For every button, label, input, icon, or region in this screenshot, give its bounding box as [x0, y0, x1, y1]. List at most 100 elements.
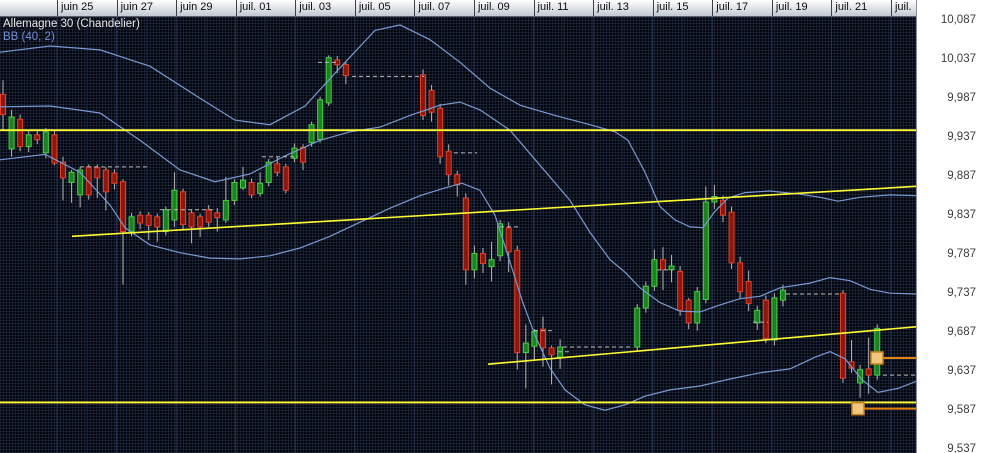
- date-tick-label: juil. 13: [597, 1, 629, 13]
- price-axis-label: 9,837: [947, 209, 976, 221]
- candle-bearish: [437, 107, 444, 158]
- candle-bearish: [197, 216, 204, 228]
- candle-bullish: [42, 131, 49, 154]
- date-tick: [176, 0, 178, 16]
- candle-bearish: [539, 328, 546, 349]
- date-tick-label: juil. 01: [239, 1, 272, 13]
- candle-bearish: [248, 181, 255, 196]
- candle-bearish: [17, 118, 24, 148]
- candle-bearish: [94, 167, 101, 179]
- date-tick: [473, 0, 475, 16]
- date-axis[interactable]: juin 25 juin 27 juin 29 juil. 01 juil. 03 jui…: [0, 0, 916, 17]
- date-tick: [652, 0, 654, 16]
- candles-group: [0, 55, 881, 398]
- candle-bullish: [317, 99, 324, 141]
- candle-bullish: [488, 259, 495, 268]
- candle-bearish: [505, 227, 512, 253]
- candle-bearish: [462, 197, 469, 271]
- candle-bearish: [728, 211, 735, 264]
- candle-bullish: [68, 171, 75, 183]
- candle-bearish: [865, 368, 872, 376]
- price-axis-label: 9,537: [947, 443, 976, 453]
- candle-bearish: [214, 212, 221, 219]
- candle-bullish: [171, 189, 178, 221]
- date-tick: [890, 0, 892, 16]
- date-tick: [57, 0, 58, 16]
- candle-bullish: [308, 124, 315, 144]
- candle-bearish: [274, 163, 281, 173]
- date-tick-label: juin 29: [180, 1, 213, 13]
- date-tick: [831, 0, 833, 16]
- candle-bullish: [754, 309, 761, 324]
- price-axis-label: 9,787: [947, 248, 976, 260]
- candle-bullish: [77, 169, 84, 196]
- order-marker[interactable]: [851, 401, 916, 416]
- candle-bearish: [659, 259, 666, 271]
- candle-bearish: [205, 209, 212, 223]
- candle-bearish: [677, 270, 684, 311]
- trendline[interactable]: [487, 325, 916, 365]
- date-tick: [295, 0, 297, 16]
- chart-canvas[interactable]: [0, 17, 916, 453]
- candle-bullish: [162, 209, 169, 233]
- price-axis-label: 9,737: [947, 287, 976, 299]
- date-tick-label: juil.: [894, 1, 912, 13]
- price-axis-label: 9,937: [947, 131, 976, 143]
- date-tick-label: juil. 03: [299, 1, 332, 13]
- bollinger-upper-line: [0, 24, 916, 229]
- candle-bullish: [651, 259, 658, 287]
- candle-bearish: [59, 161, 66, 179]
- candle-bullish: [634, 307, 641, 348]
- candle-bearish: [102, 169, 109, 193]
- candle-bearish: [848, 361, 855, 369]
- candle-bearish: [762, 299, 769, 339]
- candle-bullish: [25, 134, 32, 148]
- candle-bullish: [239, 179, 246, 189]
- trendline[interactable]: [71, 185, 916, 238]
- price-axis-label: 10,037: [940, 53, 976, 65]
- candle-bearish: [119, 181, 126, 233]
- candle-bullish: [522, 342, 529, 354]
- candle-bearish: [479, 252, 486, 265]
- candle-bearish: [737, 262, 744, 293]
- date-tick: [354, 0, 356, 16]
- date-tick: [235, 0, 237, 16]
- candle-bullish: [257, 182, 264, 194]
- candle-bullish: [771, 297, 778, 341]
- candle-bearish: [454, 174, 461, 186]
- candle-bearish: [154, 216, 161, 228]
- candle-bearish: [145, 214, 152, 226]
- date-tick-label: juin 25: [61, 1, 94, 13]
- price-axis[interactable]: 10,087 10,037 9,987 9,937 9,887 9,837 9,787 9,7…: [916, 0, 982, 453]
- bollinger-lower-line: [0, 153, 916, 411]
- bollinger-middle-line: [0, 101, 916, 313]
- candle-bearish: [85, 166, 92, 196]
- candle-bearish: [188, 212, 195, 228]
- candle-bearish: [428, 89, 435, 113]
- date-tick: [533, 0, 535, 16]
- order-handle: [851, 401, 865, 416]
- date-tick-label: juil. 11: [537, 1, 569, 13]
- candle-bearish: [299, 146, 306, 163]
- candle-bullish: [231, 181, 238, 201]
- candle-bearish: [839, 292, 846, 379]
- order-marker[interactable]: [870, 351, 916, 365]
- candle-bearish: [34, 134, 41, 141]
- candle-bearish: [0, 93, 6, 116]
- price-axis-label: 10,087: [940, 14, 976, 26]
- date-tick-label: juil. 09: [477, 1, 510, 13]
- date-tick: [712, 0, 714, 16]
- date-tick: [116, 0, 118, 16]
- date-tick: [414, 0, 416, 16]
- candle-bullish: [642, 285, 649, 309]
- candle-bearish: [342, 64, 349, 77]
- candle-bullish: [265, 161, 272, 183]
- date-tick-label: juil. 21: [835, 1, 868, 13]
- date-tick-label: juin 27: [120, 1, 153, 13]
- chart-content: [0, 17, 916, 453]
- candle-bullish: [857, 369, 864, 384]
- candle-bearish: [282, 166, 289, 191]
- candle-bearish: [419, 74, 426, 116]
